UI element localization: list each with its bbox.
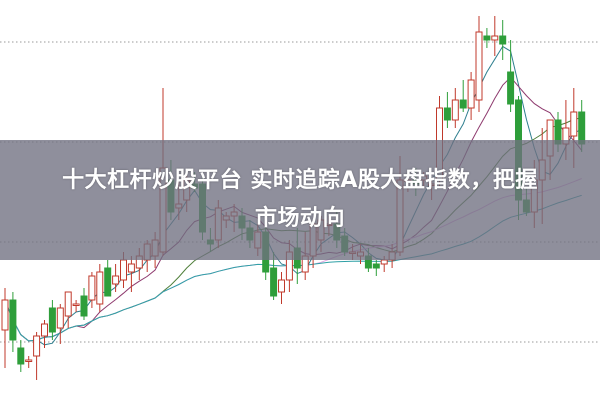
candle-body	[56, 307, 64, 329]
candle-body	[17, 347, 25, 365]
candle-body	[9, 299, 17, 341]
candle-body	[120, 259, 127, 281]
candle-body	[507, 71, 515, 105]
candle-body	[380, 259, 388, 265]
candle-body	[104, 267, 112, 297]
candle-body	[491, 35, 499, 41]
candle-body	[41, 323, 48, 337]
banner-title-line1: 十大杠杆炒股平台 实时追踪A股大盘指数，把握	[62, 168, 538, 193]
title-banner: 十大杠杆炒股平台 实时追踪A股大盘指数，把握 市场动向	[0, 140, 600, 260]
candle-body	[127, 263, 135, 273]
candle-body	[80, 295, 88, 317]
candle-body	[25, 359, 33, 362]
candle-body	[1, 299, 9, 331]
banner-title-line2: 市场动向	[254, 206, 345, 231]
candle-body	[96, 271, 104, 305]
candle-body	[372, 263, 380, 269]
candle-body	[72, 303, 80, 306]
candle-body	[48, 307, 56, 333]
candle-body	[467, 79, 475, 109]
candle-body	[112, 275, 120, 285]
candle-body	[459, 99, 467, 109]
candle-body	[483, 35, 491, 41]
candle-body	[499, 35, 507, 45]
candle-body	[270, 267, 278, 297]
candle-body	[33, 335, 41, 357]
candle-body	[88, 275, 96, 301]
candle-body	[278, 279, 285, 293]
candle-body	[451, 99, 459, 121]
candle-body	[64, 291, 72, 317]
candle-body	[475, 31, 483, 101]
candle-body	[443, 107, 451, 121]
candle-body	[570, 111, 578, 137]
